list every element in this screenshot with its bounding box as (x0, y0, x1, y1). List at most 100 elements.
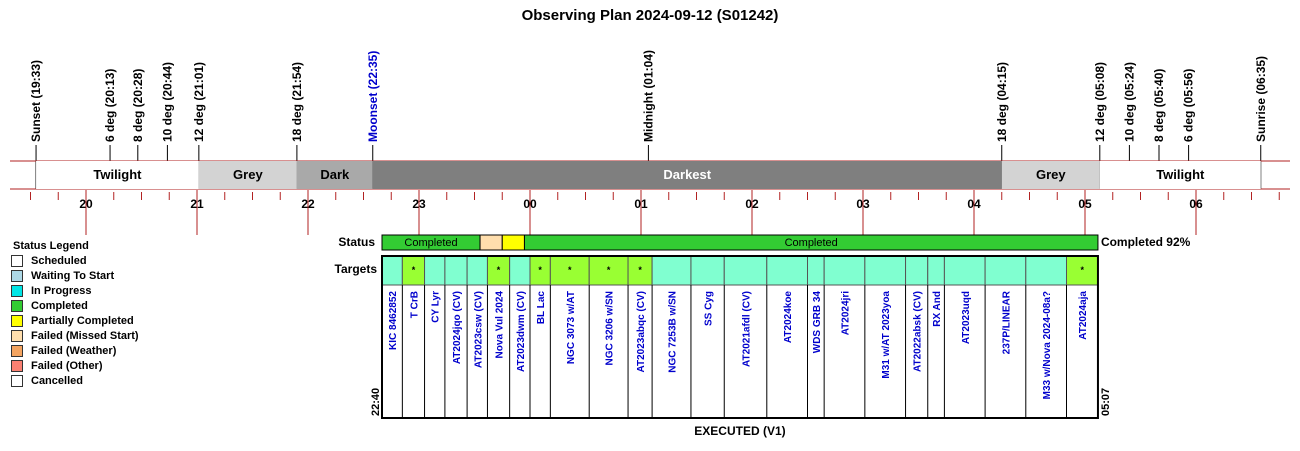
hour-label: 20 (79, 197, 93, 211)
target-name: AT2022absk (CV) (913, 291, 924, 372)
period-darkest (372, 161, 1002, 189)
event-label: 12 deg (05:08) (1093, 62, 1107, 142)
target-name: AT2023abqc (CV) (636, 291, 647, 373)
target-name: AT2024koe (783, 291, 794, 344)
event-label: 18 deg (04:15) (995, 62, 1009, 142)
event-label: 8 deg (20:28) (131, 69, 145, 142)
target-bar (1025, 255, 1068, 286)
status-segment (501, 234, 525, 251)
target-name: M31 w/AT 2023yoa (881, 291, 892, 379)
legend-swatch (11, 375, 23, 388)
period-label: Grey (233, 167, 263, 182)
target-marker: * (412, 265, 416, 275)
status-segment (523, 234, 1099, 251)
target-name: AT2023dwm (CV) (516, 291, 527, 372)
status-segment-label: Completed (785, 237, 838, 249)
target-name: M33 w/Nova 2024-08a? (1042, 291, 1053, 399)
executed-frame (381, 255, 1099, 419)
target-bar (984, 255, 1027, 286)
legend-label: Failed (Weather) (31, 345, 117, 358)
target-name: NGC 7253B w/SN (668, 291, 679, 373)
period-grey (198, 161, 297, 189)
target-marker: * (538, 265, 542, 275)
legend-item: Failed (Other) (11, 360, 103, 374)
period-dark (296, 161, 373, 189)
period-grey (1001, 161, 1100, 189)
target-bar (549, 255, 590, 286)
target-marker: * (497, 265, 501, 275)
target-bar (424, 255, 446, 286)
target-bar (905, 255, 929, 286)
target-name: AT2021afdl (CV) (742, 291, 753, 367)
legend-swatch (11, 285, 23, 298)
event-label: 10 deg (20:44) (160, 62, 174, 142)
target-name: CY Lyr (431, 291, 442, 323)
status-segment-label: Completed (404, 237, 457, 249)
target-name: BL Lac (536, 291, 547, 325)
legend-label: Cancelled (31, 375, 83, 388)
end-time-label: 05:07 (1100, 388, 1112, 416)
legend-swatch (11, 315, 23, 328)
legend-item: Partially Completed (11, 315, 134, 329)
event-label: Moonset (22:35) (366, 51, 380, 142)
legend-swatch (11, 300, 23, 313)
target-name: T CrB (409, 291, 420, 318)
target-name: NGC 3073 w/AT (566, 291, 577, 364)
status-row-label: Status (338, 235, 375, 249)
legend-label: Completed (31, 300, 88, 313)
targets-row-label: Targets (335, 262, 378, 276)
period-twilight (36, 161, 199, 189)
period-label: Twilight (93, 167, 142, 182)
target-name: 237P/LINEAR (1001, 290, 1012, 354)
legend-label: Partially Completed (31, 315, 134, 328)
event-label: 6 deg (05:56) (1182, 69, 1196, 142)
legend-item: Failed (Missed Start) (11, 330, 139, 344)
target-name: AT2024jri (841, 291, 852, 336)
target-bar (690, 255, 725, 286)
legend-swatch (11, 330, 23, 343)
hour-label: 02 (745, 197, 759, 211)
hour-label: 03 (856, 197, 870, 211)
legend-swatch (11, 345, 23, 358)
event-label: 10 deg (05:24) (1122, 62, 1136, 142)
legend-swatch (11, 270, 23, 283)
event-label: 18 deg (21:54) (290, 62, 304, 142)
target-bar (444, 255, 468, 286)
legend-title: Status Legend (13, 240, 89, 252)
target-bar (723, 255, 768, 286)
target-marker: * (568, 265, 572, 275)
hour-label: 21 (190, 197, 204, 211)
target-name: WDS GRB 34 (812, 291, 823, 354)
target-bar (766, 255, 808, 286)
target-bar (943, 255, 986, 286)
hour-label: 06 (1189, 197, 1203, 211)
legend-item: Failed (Weather) (11, 345, 116, 359)
legend-label: Scheduled (31, 255, 87, 268)
event-label: 12 deg (21:01) (192, 62, 206, 142)
target-bar (509, 255, 531, 286)
legend-swatch (11, 360, 23, 373)
target-name: NGC 3206 w/SN (605, 291, 616, 365)
hour-label: 05 (1078, 197, 1092, 211)
target-name: RX And (932, 291, 943, 327)
target-bar (864, 255, 907, 286)
legend-item: Completed (11, 300, 88, 314)
period-label: Grey (1036, 167, 1066, 182)
legend-item: Waiting To Start (11, 270, 114, 284)
hour-label: 01 (634, 197, 648, 211)
completion-percent: Completed 92% (1101, 235, 1191, 249)
status-segment (479, 234, 503, 251)
target-bar (651, 255, 692, 286)
legend-item: Cancelled (11, 375, 83, 389)
event-label: Midnight (01:04) (641, 50, 655, 142)
target-bar (823, 255, 866, 286)
target-name: AT2024aja (1078, 291, 1089, 340)
legend-label: In Progress (31, 285, 92, 298)
target-bar (807, 255, 825, 286)
target-marker: * (607, 265, 611, 275)
period-label: Twilight (1156, 167, 1205, 182)
legend-label: Failed (Other) (31, 360, 103, 373)
start-time-label: 22:40 (370, 388, 382, 416)
chart-title: Observing Plan 2024-09-12 (S01242) (522, 7, 779, 24)
